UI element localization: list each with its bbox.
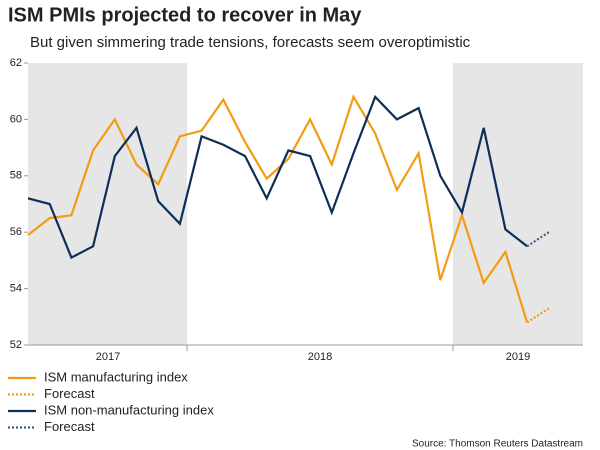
shade-2017 — [28, 63, 187, 345]
chart-subtitle: But given simmering trade tensions, fore… — [30, 34, 471, 51]
series-line — [526, 307, 550, 324]
y-tick-label: 52 — [10, 339, 22, 351]
y-tick-label: 62 — [10, 57, 22, 69]
year-label: 2017 — [96, 351, 120, 363]
year-label: 2019 — [506, 351, 530, 363]
y-tick-label: 60 — [10, 113, 22, 125]
y-tick-label: 56 — [10, 226, 22, 238]
legend-label: ISM non-manufacturing index — [44, 402, 214, 417]
legend-label: Forecast — [44, 419, 95, 434]
legend-label: ISM manufacturing index — [44, 369, 188, 384]
y-tick-label: 58 — [10, 170, 22, 182]
shade-2019 — [453, 63, 583, 345]
legend-label: Forecast — [44, 386, 95, 401]
series-line — [27, 94, 528, 260]
source: Source: Thomson Reuters Datastream — [412, 439, 583, 450]
year-label: 2018 — [308, 351, 332, 363]
series-line — [27, 94, 529, 323]
chart-title: ISM PMIs projected to recover in May — [8, 4, 362, 26]
series-line — [526, 231, 550, 248]
y-tick-label: 54 — [10, 283, 22, 295]
